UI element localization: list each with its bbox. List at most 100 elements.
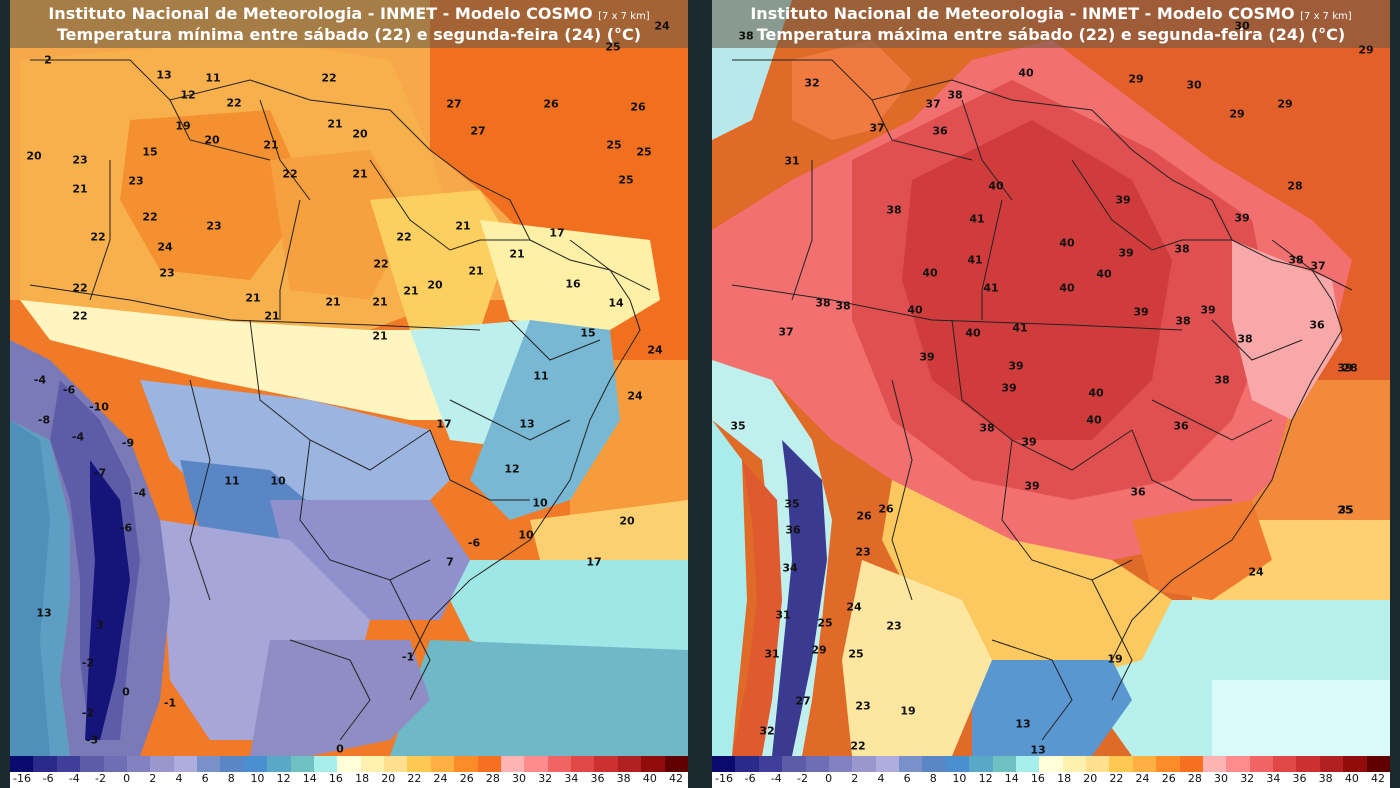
legend-color-swatch xyxy=(56,756,81,772)
temperature-label: -7 xyxy=(93,466,107,480)
temperature-label: 22 xyxy=(72,309,88,323)
legend-color-swatch xyxy=(337,756,361,772)
legend-color-swatch xyxy=(1086,756,1110,772)
legend-color-swatch xyxy=(454,756,478,772)
temperature-label: -9 xyxy=(121,436,135,450)
legend-color-swatch xyxy=(758,756,783,772)
temperature-label: 23 xyxy=(855,545,871,559)
temperature-label: 36 xyxy=(1173,419,1189,433)
temperature-label: 23 xyxy=(159,266,175,280)
title-text: Instituto Nacional de Meteorologia - INM… xyxy=(48,4,593,23)
legend-tick-label: 30 xyxy=(1214,772,1229,785)
temperature-label: 13 xyxy=(156,68,172,82)
temperature-label: 37 xyxy=(778,325,794,339)
legend-tick-label: 4 xyxy=(175,772,183,785)
legend-tick-label: 12 xyxy=(978,772,993,785)
temperature-label: 20 xyxy=(352,127,368,141)
legend-tick-label: 22 xyxy=(1109,772,1124,785)
legend-tick-label: -2 xyxy=(796,772,808,785)
temperature-label: 35 xyxy=(1338,503,1354,517)
temperature-label: -8 xyxy=(37,413,51,427)
title-text: Instituto Nacional de Meteorologia - INM… xyxy=(750,4,1295,23)
temperature-label: 19 xyxy=(1107,652,1123,666)
temperature-label: 40 xyxy=(1088,386,1104,400)
legend-color-swatch xyxy=(875,756,899,772)
temperature-label: 0 xyxy=(336,742,344,756)
temperature-label: 35 xyxy=(730,419,746,433)
temperature-label: 39 xyxy=(1337,361,1353,375)
legend-tick-label: 24 xyxy=(1135,772,1150,785)
legend-tick-label: 22 xyxy=(407,772,422,785)
legend-color-swatch xyxy=(197,756,221,772)
legend-color-swatch xyxy=(10,756,34,772)
legend-color-swatch xyxy=(477,756,501,772)
temperature-label: 40 xyxy=(907,303,923,317)
legend-color-swatch xyxy=(267,756,291,772)
legend-tick-label: 8 xyxy=(227,772,235,785)
temperature-label: 23 xyxy=(855,699,871,713)
temperature-label: 38 xyxy=(1214,373,1230,387)
legend-tick-label: 28 xyxy=(1187,772,1202,785)
legend-color-swatch xyxy=(1062,756,1086,772)
resolution-text: [7 x 7 km] xyxy=(598,11,650,22)
temperature-label: 27 xyxy=(470,124,486,138)
legend-color-swatch xyxy=(664,756,688,772)
legend-tick-label: -4 xyxy=(68,772,80,785)
temperature-label: 13 xyxy=(519,417,535,431)
temperature-label: 21 xyxy=(372,295,388,309)
temperature-label: 22 xyxy=(90,230,106,244)
legend-color-swatch xyxy=(1249,756,1273,772)
temperature-label: 40 xyxy=(1018,66,1034,80)
legend-tick-label: 30 xyxy=(512,772,527,785)
legend-tick-label: 18 xyxy=(1057,772,1072,785)
legend-color-swatch xyxy=(1109,756,1133,772)
legend-color-swatch xyxy=(1343,756,1367,772)
legend-color-swatch xyxy=(103,756,127,772)
temperature-label: 23 xyxy=(886,619,902,633)
temperature-label: 39 xyxy=(919,350,935,364)
temperature-label: 21 xyxy=(264,309,280,323)
temperature-label: -6 xyxy=(119,521,133,535)
temperature-label: 32 xyxy=(804,76,820,90)
legend-color-swatch xyxy=(173,756,197,772)
temperature-label: -6 xyxy=(62,383,76,397)
temperature-label: 23 xyxy=(72,153,88,167)
legend-color-swatch xyxy=(1156,756,1180,772)
legend-color-swatch xyxy=(33,756,57,772)
legend-color-swatch xyxy=(969,756,993,772)
temperature-label: 29 xyxy=(1277,97,1293,111)
temperature-label: 31 xyxy=(784,154,800,168)
temperature-label: 26 xyxy=(856,509,872,523)
legend-tick-label: 2 xyxy=(149,772,157,785)
legend-tick-label: 32 xyxy=(538,772,553,785)
temperature-label: 41 xyxy=(983,281,999,295)
temperature-label: 41 xyxy=(967,253,983,267)
temperature-label: 40 xyxy=(1059,236,1075,250)
temperature-label: 37 xyxy=(925,97,941,111)
title-line-1: Instituto Nacional de Meteorologia - INM… xyxy=(10,4,688,23)
temperature-label: 38 xyxy=(1288,253,1304,267)
temperature-label: 13 xyxy=(1015,717,1031,731)
temperature-label: 26 xyxy=(878,502,894,516)
legend-color-swatch xyxy=(80,756,104,772)
temperature-label: 21 xyxy=(245,291,261,305)
temperature-label: 40 xyxy=(922,266,938,280)
legend-tick-label: 14 xyxy=(302,772,317,785)
temperature-label: -2 xyxy=(81,656,95,670)
temperature-label: 7 xyxy=(446,555,454,569)
legend-tick-label: 12 xyxy=(276,772,291,785)
temperature-label: 21 xyxy=(509,247,525,261)
temperature-label: 20 xyxy=(204,133,220,147)
legend-tick-label: 38 xyxy=(616,772,631,785)
legend-tick-label: 42 xyxy=(1371,772,1385,785)
resolution-text: [7 x 7 km] xyxy=(1300,11,1352,22)
title-box: Instituto Nacional de Meteorologia - INM… xyxy=(712,0,1390,48)
color-scale-ticks: -16 -6 -4 -2 0 2 4 6 8 10 12 14 16 18 20 22 24 26 28 30 32 34… xyxy=(712,772,1390,788)
temperature-label: 2 xyxy=(44,53,52,67)
legend-color-swatch xyxy=(1039,756,1063,772)
temperature-label: 20 xyxy=(26,149,42,163)
temperature-label: 40 xyxy=(965,326,981,340)
temperature-label: 10 xyxy=(270,474,286,488)
legend-color-swatch xyxy=(1366,756,1390,772)
legend-color-swatch xyxy=(1202,756,1227,772)
